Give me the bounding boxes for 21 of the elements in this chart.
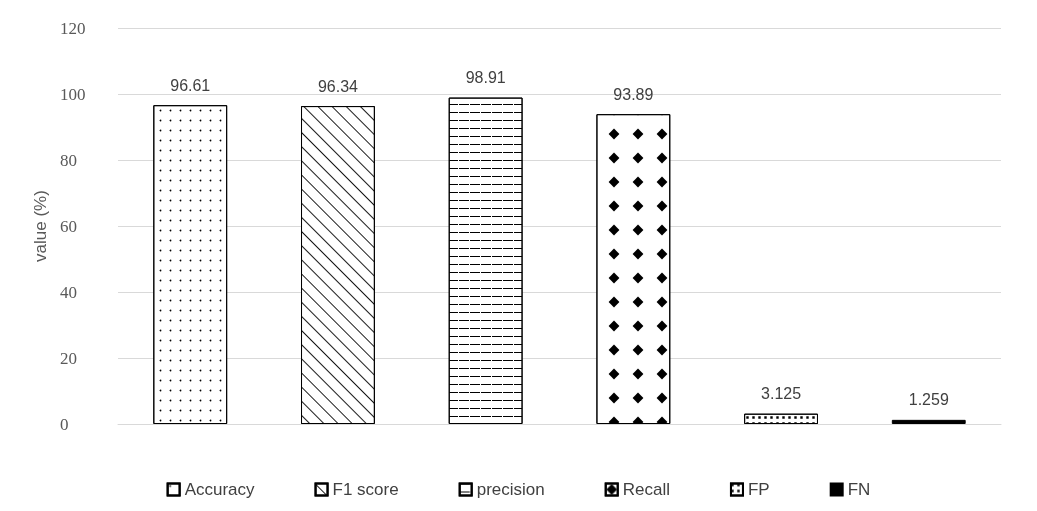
y-tick-label: 120 bbox=[60, 18, 86, 38]
data-label: 98.91 bbox=[465, 69, 506, 87]
data-label: 1.259 bbox=[908, 391, 949, 409]
y-tick-label: 40 bbox=[60, 282, 77, 302]
bar bbox=[891, 419, 966, 424]
legend-label: F1 score bbox=[332, 480, 399, 499]
y-axis-title: value (%) bbox=[31, 190, 51, 262]
y-tick-label: 80 bbox=[60, 150, 77, 170]
legend-label: Accuracy bbox=[184, 480, 256, 499]
y-tick-label: 0 bbox=[60, 414, 69, 434]
data-label: 3.125 bbox=[761, 385, 802, 403]
legend-label: FP bbox=[747, 480, 770, 499]
y-tick-label: 60 bbox=[60, 216, 77, 236]
legend-label: Recall bbox=[622, 480, 670, 499]
legend-label: FN bbox=[847, 480, 871, 499]
data-label: 93.89 bbox=[613, 85, 654, 103]
data-label: 96.61 bbox=[170, 76, 211, 94]
data-label: 96.34 bbox=[317, 77, 359, 95]
y-tick-label: 100 bbox=[60, 84, 86, 104]
y-tick-label: 20 bbox=[60, 348, 77, 368]
legend-label: precision bbox=[476, 480, 545, 499]
